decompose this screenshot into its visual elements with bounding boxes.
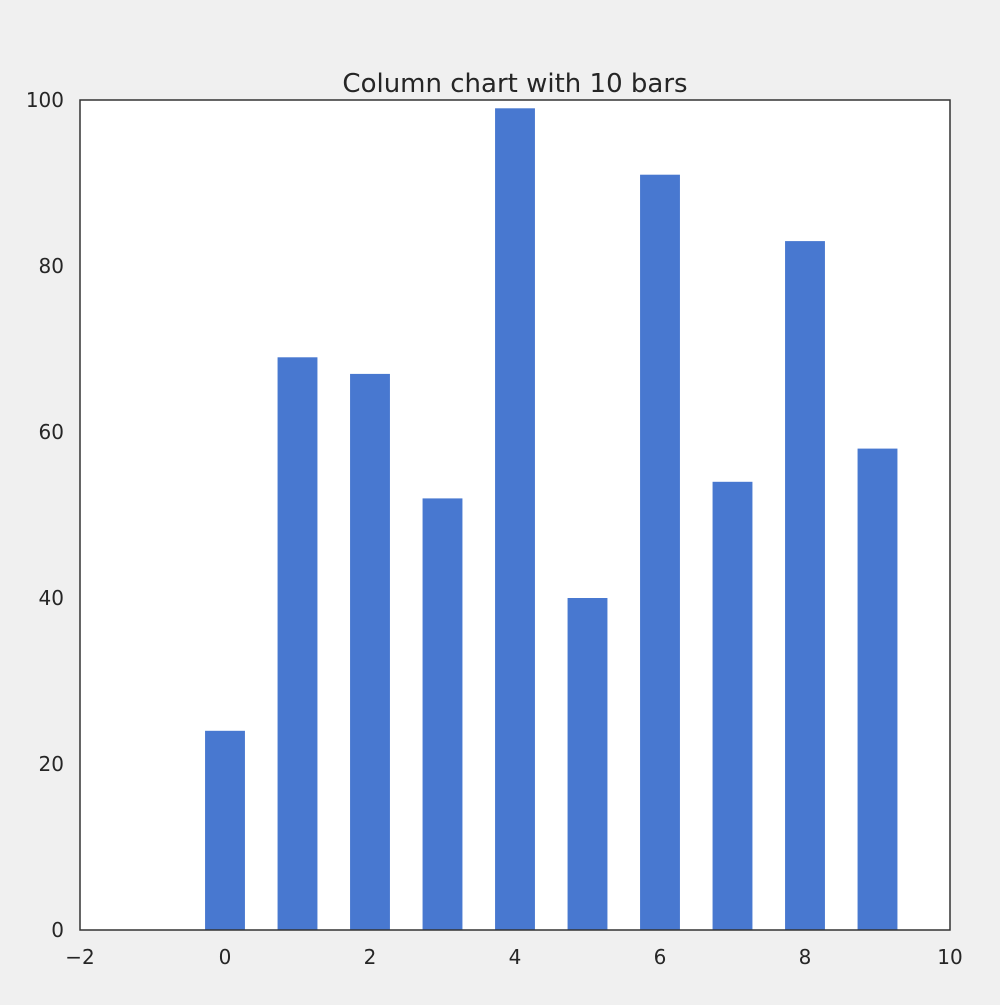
bar-2 (350, 373, 390, 930)
bar-0 (205, 730, 245, 930)
chart-title: Column chart with 10 bars (342, 69, 687, 99)
y-axis-ticks: 0 20 40 60 80 100 (26, 88, 64, 942)
y-tick-label: 20 (39, 752, 64, 776)
bar-4 (495, 108, 535, 931)
bar-3 (422, 498, 463, 930)
bar-9 (857, 448, 898, 930)
bar-8 (785, 241, 825, 931)
x-tick-label: 10 (937, 945, 962, 969)
bar-1 (277, 357, 318, 930)
x-tick-label: 4 (509, 945, 522, 969)
x-tick-label: 2 (364, 945, 377, 969)
bar-7 (712, 481, 753, 930)
x-axis-ticks: −2 0 2 4 6 8 10 (65, 945, 962, 969)
x-tick-label: 0 (219, 945, 232, 969)
y-tick-label: 100 (26, 88, 64, 112)
x-tick-label: −2 (65, 945, 94, 969)
plot-frame (79, 99, 951, 931)
bar-5 (567, 598, 608, 930)
bars-group (205, 108, 898, 931)
y-tick-label: 0 (51, 918, 64, 942)
x-tick-label: 6 (654, 945, 667, 969)
y-tick-label: 60 (39, 420, 64, 444)
x-tick-label: 8 (799, 945, 812, 969)
y-tick-label: 40 (39, 586, 64, 610)
y-tick-label: 80 (39, 254, 64, 278)
bar-6 (640, 174, 680, 930)
